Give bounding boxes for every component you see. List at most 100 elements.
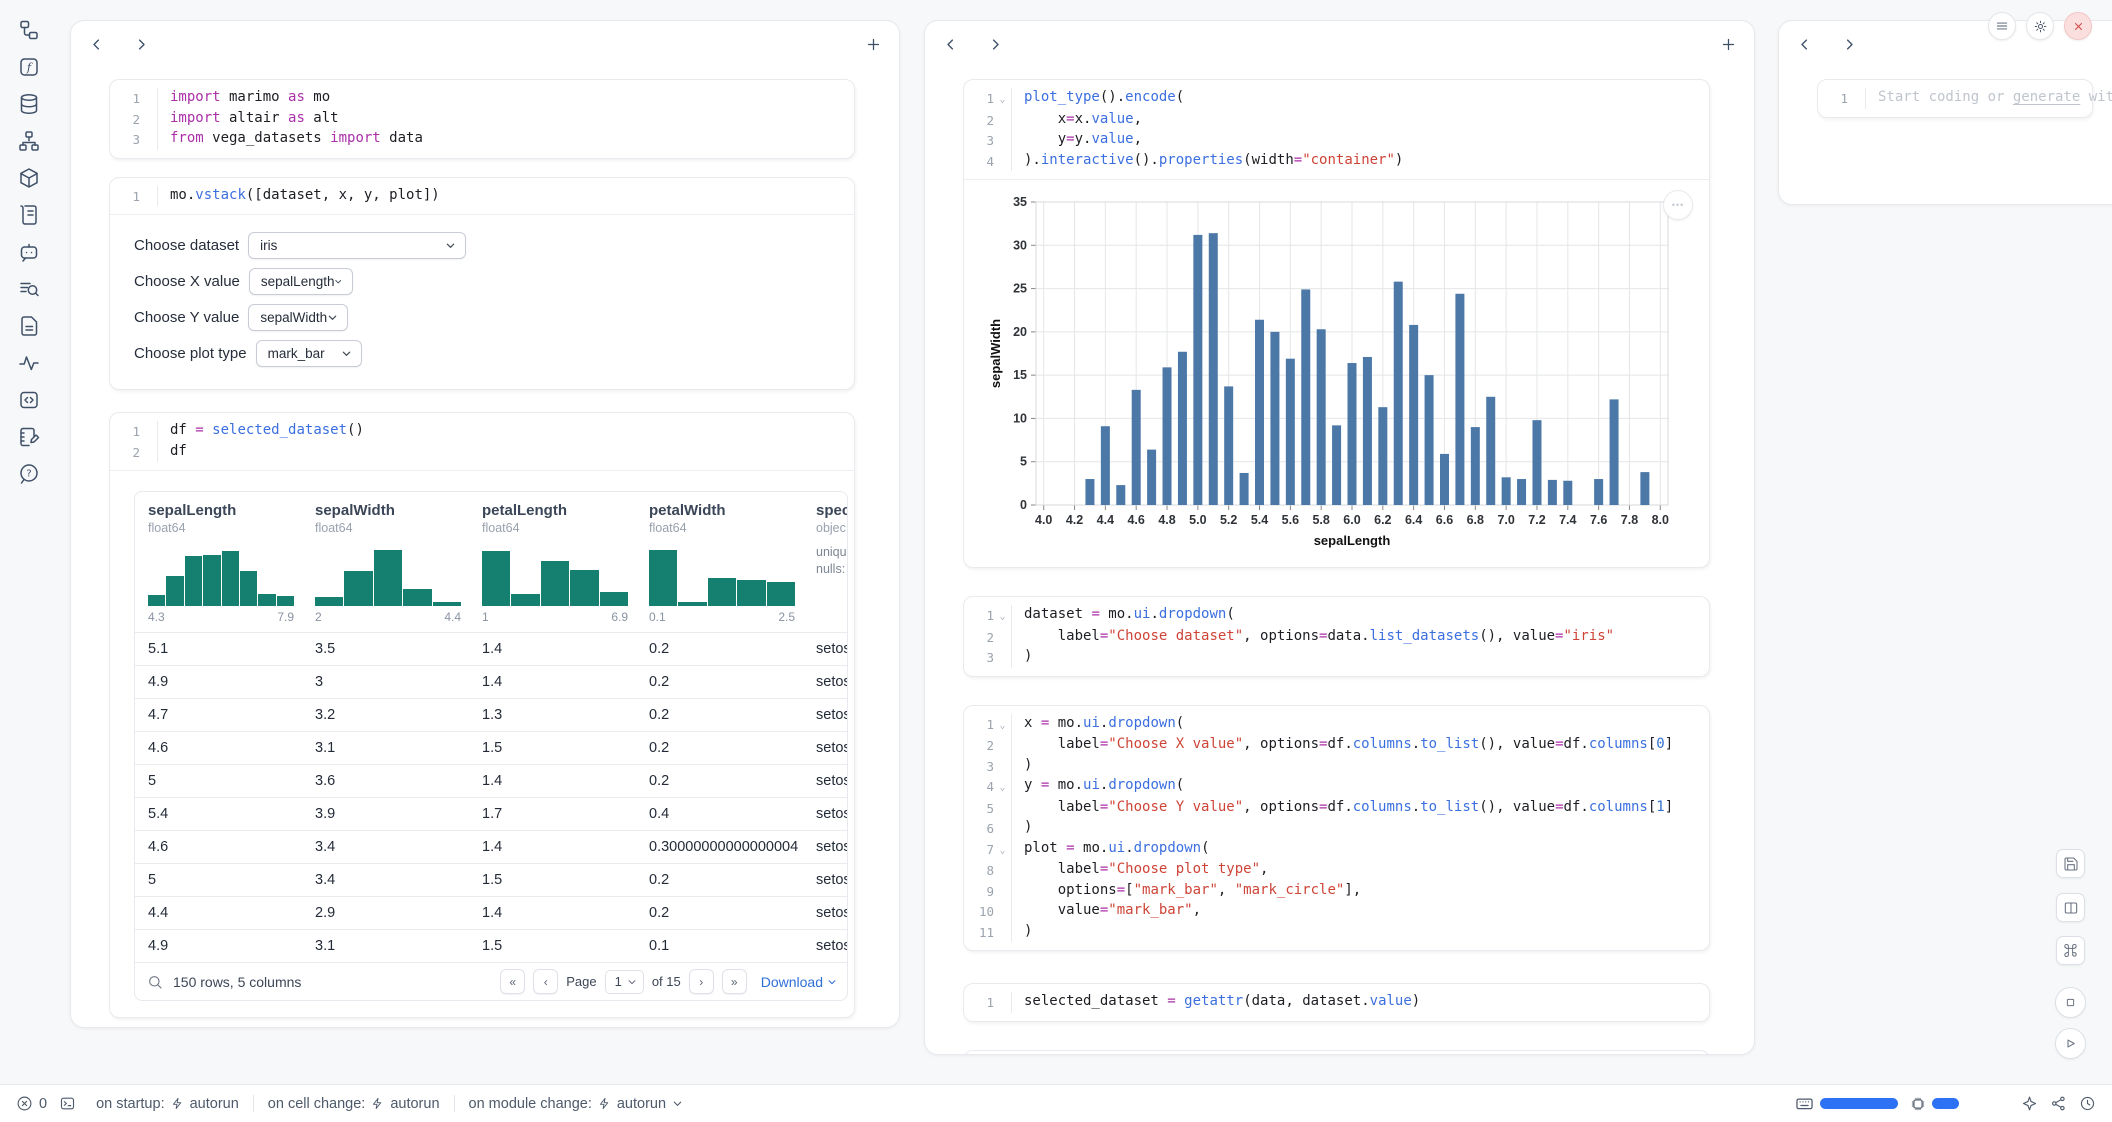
first-page-button[interactable]: « [500, 969, 526, 994]
sidebar-item-datasources[interactable] [15, 90, 43, 118]
sidebar-item-snippets[interactable] [15, 386, 43, 414]
code-editor[interactable]: 1 ⌄ plot_type().encode(2 x=x.value, 3 y=y.v… [964, 80, 1709, 179]
table-row[interactable]: 4.9 3.1 1.5 0.1 setos [135, 929, 847, 962]
share-button[interactable] [2050, 1095, 2067, 1112]
ai-assistant-button[interactable] [2021, 1095, 2038, 1112]
panel2-add-cell-button[interactable] [1718, 34, 1738, 54]
line-number: 5 [986, 800, 994, 816]
table-row[interactable]: 4.9 3 1.4 0.2 setos [135, 665, 847, 698]
table-row[interactable]: 5 3.6 1.4 0.2 setos [135, 764, 847, 797]
interrupt-button[interactable] [2055, 987, 2086, 1018]
panel2-forward-button[interactable] [986, 35, 1004, 53]
terminal-button[interactable] [59, 1095, 76, 1112]
table-cell: 1.5 [482, 872, 503, 888]
sidebar-item-dependency-graph[interactable] [15, 127, 43, 155]
sidebar-item-packages[interactable] [15, 164, 43, 192]
layout-toggle-button[interactable] [2056, 893, 2085, 922]
svg-text:5.4: 5.4 [1251, 513, 1268, 527]
code-editor[interactable]: 1 Start coding or generate with AI. [1818, 80, 2112, 117]
table-row[interactable]: 5 3.4 1.5 0.2 setos [135, 863, 847, 896]
runtime-config-on-module-change[interactable]: on module change: autorun [469, 1096, 684, 1112]
sidebar-item-ai-chat[interactable] [15, 238, 43, 266]
code-editor[interactable]: 1 ⌄ x = mo.ui.dropdown(2 label="Choose X v… [964, 706, 1709, 951]
panel2-back-button[interactable] [941, 35, 959, 53]
y-select[interactable]: sepalWidth [248, 304, 349, 331]
svg-text:5.6: 5.6 [1282, 513, 1299, 527]
table-column-header[interactable]: speciobjecuniqunulls: [803, 492, 847, 632]
panel1-forward-button[interactable] [132, 35, 150, 53]
table-cell: 1.7 [482, 806, 503, 822]
fold-toggle-icon[interactable]: ⌄ [999, 782, 1006, 793]
chevron-down-icon [335, 279, 342, 284]
svg-text:7.8: 7.8 [1621, 513, 1638, 527]
next-page-button[interactable]: › [688, 969, 714, 994]
code-editor[interactable]: 1 mo.vstack([dataset, x, y, plot]) [110, 178, 854, 215]
table-cell: 0.2 [649, 773, 670, 789]
errors-badge[interactable]: 0 [16, 1095, 47, 1112]
column-histogram [649, 544, 796, 606]
shutdown-button[interactable] [2064, 12, 2092, 40]
table-row[interactable]: 5.1 3.5 1.4 0.2 setos [135, 632, 847, 665]
documentation-icon [21, 316, 38, 336]
table-cell: 1.4 [482, 641, 503, 657]
memory-meter[interactable] [1910, 1096, 1959, 1112]
memory-usage-bar [1932, 1098, 1959, 1109]
table-row[interactable]: 4.7 3.2 1.3 0.2 setos [135, 698, 847, 731]
plot-type-select[interactable]: mark_bar [255, 340, 362, 367]
x-select[interactable]: sepalLength [248, 268, 353, 295]
table-column-header[interactable]: sepalWidth float64 2 4.4 [315, 502, 462, 624]
table-row[interactable]: 5.4 3.9 1.7 0.4 setos [135, 797, 847, 830]
sidebar-item-functions[interactable]: f [15, 53, 43, 81]
table-row[interactable]: 4.6 3.4 1.4 0.30000000000000004 setos [135, 830, 847, 863]
table-cell: 1.3 [482, 707, 503, 723]
sidebar-item-variables-search[interactable] [15, 275, 43, 303]
table-row[interactable]: 4.4 2.9 1.4 0.2 setos [135, 896, 847, 929]
dataframe-table: sepalLength float64 4.3 7.9 sepalWidth float6… [134, 491, 848, 1001]
sidebar-item-logs[interactable] [15, 201, 43, 229]
panel1-add-cell-button[interactable] [863, 34, 883, 54]
code-editor[interactable]: 1plot_type = getattr(alt.Chart(df), plot… [964, 1051, 1709, 1055]
fold-toggle-icon[interactable]: ⌄ [999, 611, 1006, 622]
fold-toggle-icon[interactable]: ⌄ [999, 719, 1006, 731]
generate-link[interactable]: generate [2012, 89, 2081, 105]
download-button[interactable]: Download [761, 974, 837, 990]
runtime-config-on-cell-change[interactable]: on cell change: autorun [267, 1095, 440, 1112]
table-row[interactable]: 4.6 3.1 1.5 0.2 setos [135, 731, 847, 764]
keyboard-shortcuts-button[interactable] [2056, 936, 2085, 965]
code-editor[interactable]: 1 import marimo as mo 2 import altair as al… [110, 80, 854, 158]
sidebar-item-file-explorer[interactable] [15, 16, 43, 44]
page-select[interactable]: 1 [604, 969, 644, 994]
last-page-button[interactable]: » [721, 969, 747, 994]
code-editor[interactable]: 1 selected_dataset = getattr(data, datase… [964, 984, 1709, 1021]
panel3-back-button[interactable] [1795, 35, 1813, 53]
history-button[interactable] [2079, 1095, 2096, 1112]
sidebar-item-tracing[interactable] [15, 349, 43, 377]
notebook-menu-button[interactable] [1988, 12, 2016, 40]
save-button[interactable] [2056, 849, 2085, 878]
cell-selected-dataset: 1 selected_dataset = getattr(data, datase… [963, 983, 1710, 1022]
fold-toggle-icon[interactable]: ⌄ [999, 844, 1006, 856]
run-all-button[interactable] [2055, 1028, 2086, 1059]
cpu-meter[interactable] [1795, 1094, 1898, 1113]
settings-button[interactable] [2026, 12, 2054, 40]
sidebar-item-help[interactable]: ? [15, 460, 43, 488]
bar-chart[interactable]: 4.0 4.2 4.4 4.6 4.8 5.0 5.2 5.4 5.6 5.8 6.0 6.2 6.4 6… [986, 190, 1692, 558]
prev-page-button[interactable]: ‹ [533, 969, 559, 994]
code-editor[interactable]: 1 df = selected_dataset() 2 df [110, 413, 854, 470]
chart-menu-button[interactable]: ••• [1663, 190, 1693, 220]
table-column-header[interactable]: petalLength float64 1 6.9 [482, 502, 629, 624]
select-value: iris [260, 238, 278, 253]
panel3-forward-button[interactable] [1840, 35, 1858, 53]
gear-icon [2034, 20, 2046, 32]
memory-chip-icon [1911, 1097, 1925, 1110]
panel1-back-button[interactable] [87, 35, 105, 53]
sidebar-item-scratchpad[interactable] [15, 423, 43, 451]
fold-toggle-icon[interactable]: ⌄ [999, 94, 1006, 105]
dataset-select[interactable]: iris [248, 232, 467, 259]
runtime-config-on-startup[interactable]: on startup: autorun [96, 1095, 239, 1112]
table-column-header[interactable]: petalWidth float64 0.1 2.5 [649, 502, 796, 624]
sidebar-item-documentation[interactable] [15, 312, 43, 340]
search-icon[interactable] [147, 974, 163, 990]
code-editor[interactable]: 1 ⌄ dataset = mo.ui.dropdown(2 label="Choo… [964, 597, 1709, 676]
table-column-header[interactable]: sepalLength float64 4.3 7.9 [148, 502, 294, 624]
